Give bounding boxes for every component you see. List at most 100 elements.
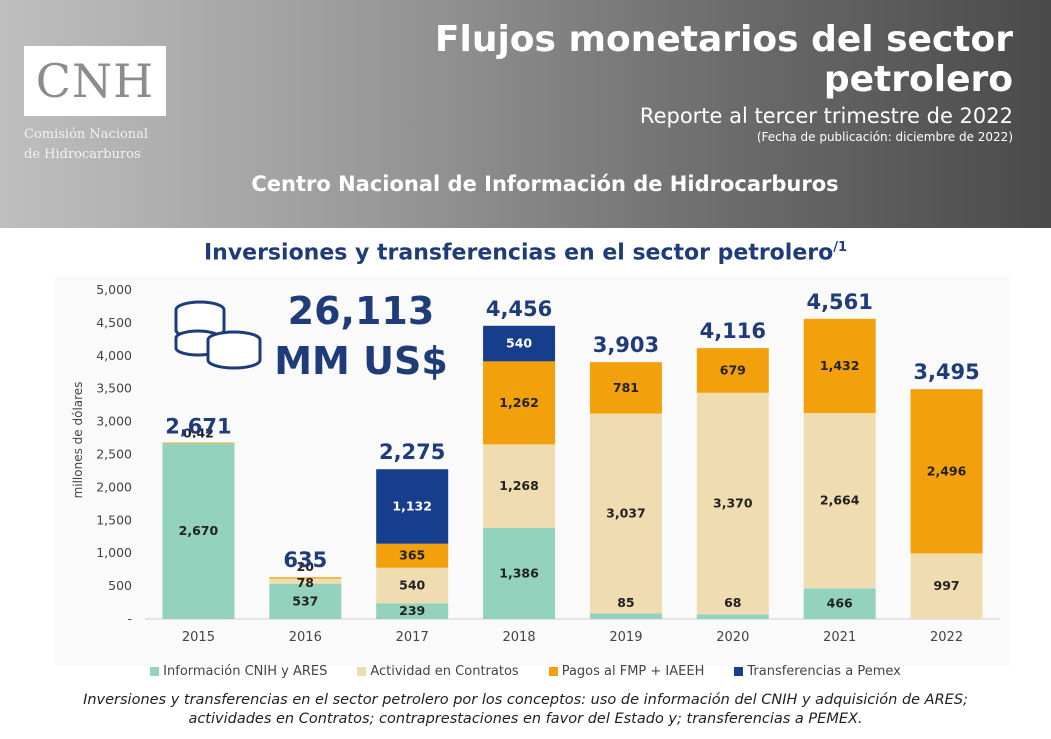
bar-segment	[376, 543, 449, 568]
y-tick-label: 1,500	[96, 512, 132, 527]
bar-segment	[589, 362, 662, 414]
segment-label: 2,664	[820, 493, 860, 508]
bar-segment	[162, 442, 235, 444]
x-tick-label: 2021	[823, 630, 856, 645]
segment-label: 997	[934, 578, 960, 593]
segment-label: 68	[724, 595, 741, 610]
legend-swatch	[734, 667, 744, 676]
bar-segment	[589, 413, 662, 614]
y-tick-label: -	[127, 611, 132, 626]
bar-total-label: 2,671	[165, 414, 231, 438]
y-tick-label: 4,000	[96, 348, 132, 363]
bar-segment	[483, 444, 556, 528]
bar-segment	[483, 361, 556, 445]
coins-icon	[174, 300, 262, 370]
bar-segment	[803, 318, 876, 414]
legend-item: Actividad en Contratos	[357, 664, 519, 679]
bar-segment	[483, 527, 556, 619]
x-tick-label: 2020	[716, 630, 749, 645]
x-tick-label: 2019	[609, 630, 642, 645]
segment-label: 679	[720, 362, 746, 377]
legend-item: Pagos al FMP + IAEEH	[548, 664, 705, 679]
y-tick-label: 5,000	[96, 282, 132, 297]
legend-item: Transferencias a Pemex	[734, 664, 901, 679]
y-tick-label: 2,000	[96, 479, 132, 494]
segment-label: 2,496	[927, 463, 967, 478]
segment-label: 365	[399, 548, 425, 563]
y-tick-label: 4,500	[96, 315, 132, 330]
bar-segment	[696, 392, 769, 615]
legend-label: Información CNIH y ARES	[163, 664, 328, 679]
bar-segment	[910, 553, 983, 619]
y-tick-label: 3,000	[96, 414, 132, 429]
bar-total-label: 4,561	[806, 290, 872, 314]
bar-segment	[376, 469, 449, 544]
segment-label: 85	[617, 595, 634, 610]
bar-segment	[269, 578, 342, 584]
logo-subtitle-line2: de Hidrocarburos	[24, 147, 141, 162]
logo-text: CNH	[35, 54, 155, 108]
y-tick-label: 500	[108, 578, 132, 593]
center-name: Centro Nacional de Información de Hidroc…	[251, 172, 839, 196]
chart-title-text: Inversiones y transferencias en el secto…	[203, 240, 834, 266]
segment-label: 537	[292, 593, 318, 608]
legend-swatch	[150, 667, 160, 676]
cnh-logo: CNH	[24, 46, 166, 116]
segment-label: 1,432	[820, 358, 860, 373]
y-tick-label: 1,000	[96, 545, 132, 560]
segment-label: 239	[399, 603, 425, 618]
segment-label: 3,037	[606, 505, 646, 520]
bar-segment	[910, 389, 983, 554]
segment-label: 1,386	[499, 565, 539, 580]
bar-total-label: 3,903	[593, 333, 659, 357]
segment-label: 1,268	[499, 478, 539, 493]
y-tick-label: 3,500	[96, 381, 132, 396]
segment-label: 781	[613, 380, 639, 395]
chart-title: Inversiones y transferencias en el secto…	[0, 240, 1051, 265]
x-tick-label: 2018	[503, 630, 536, 645]
bar-total-label: 635	[283, 548, 327, 572]
bar-segment	[696, 614, 769, 619]
segment-label: 78	[297, 575, 314, 590]
report-header: CNH Comisión Nacional de Hidrocarburos F…	[0, 0, 1051, 228]
chart-caption: Inversiones y transferencias en el secto…	[40, 691, 1011, 729]
segment-label: 540	[399, 578, 425, 593]
bar-total-label: 4,456	[486, 297, 552, 321]
publication-date: (Fecha de publicación: diciembre de 2022…	[756, 130, 1013, 144]
chart-legend: Información CNIH y ARES Actividad en Cont…	[0, 664, 1051, 679]
grand-total-unit: MM US$	[274, 339, 448, 383]
bar-total-label: 4,116	[700, 319, 766, 343]
page-title-line1: Flujos monetarios del sector	[434, 19, 1013, 60]
segment-label: 2,670	[179, 523, 219, 538]
caption-line1: Inversiones y transferencias en el secto…	[83, 692, 968, 708]
bar-segment	[803, 588, 876, 619]
page-title: Flujos monetarios del sector petrolero	[373, 20, 1013, 100]
y-axis-label: millones de dólares	[71, 382, 85, 499]
segment-label: 540	[506, 336, 532, 351]
legend-swatch	[548, 667, 558, 676]
logo-subtitle-line1: Comisión Nacional	[24, 127, 149, 142]
page-title-line2: petrolero	[823, 59, 1013, 100]
bar-segment	[162, 443, 235, 619]
bar-segment	[376, 567, 449, 604]
bar-segment	[376, 603, 449, 619]
x-tick-label: 2022	[930, 630, 963, 645]
legend-label: Pagos al FMP + IAEEH	[561, 664, 705, 679]
bar-segment	[269, 577, 342, 579]
x-tick-label: 2015	[182, 630, 215, 645]
x-tick-label: 2017	[396, 630, 429, 645]
segment-label: 0.42	[183, 425, 214, 440]
bar-segment	[803, 413, 876, 589]
report-subtitle: Reporte al tercer trimestre de 2022	[639, 104, 1013, 128]
bar-total-label: 3,495	[913, 360, 979, 384]
legend-item: Información CNIH y ARES	[150, 664, 327, 679]
chart-title-note: /1	[833, 240, 848, 255]
x-tick-label: 2016	[289, 630, 322, 645]
grand-total-value: 26,113	[287, 289, 435, 333]
segment-label: 3,370	[713, 496, 753, 511]
caption-line2: actividades en Contratos; contraprestaci…	[188, 711, 863, 727]
grand-total: 26,113 MM US$	[266, 286, 456, 386]
bar-segment	[269, 583, 342, 619]
segment-label: 1,132	[392, 498, 432, 513]
